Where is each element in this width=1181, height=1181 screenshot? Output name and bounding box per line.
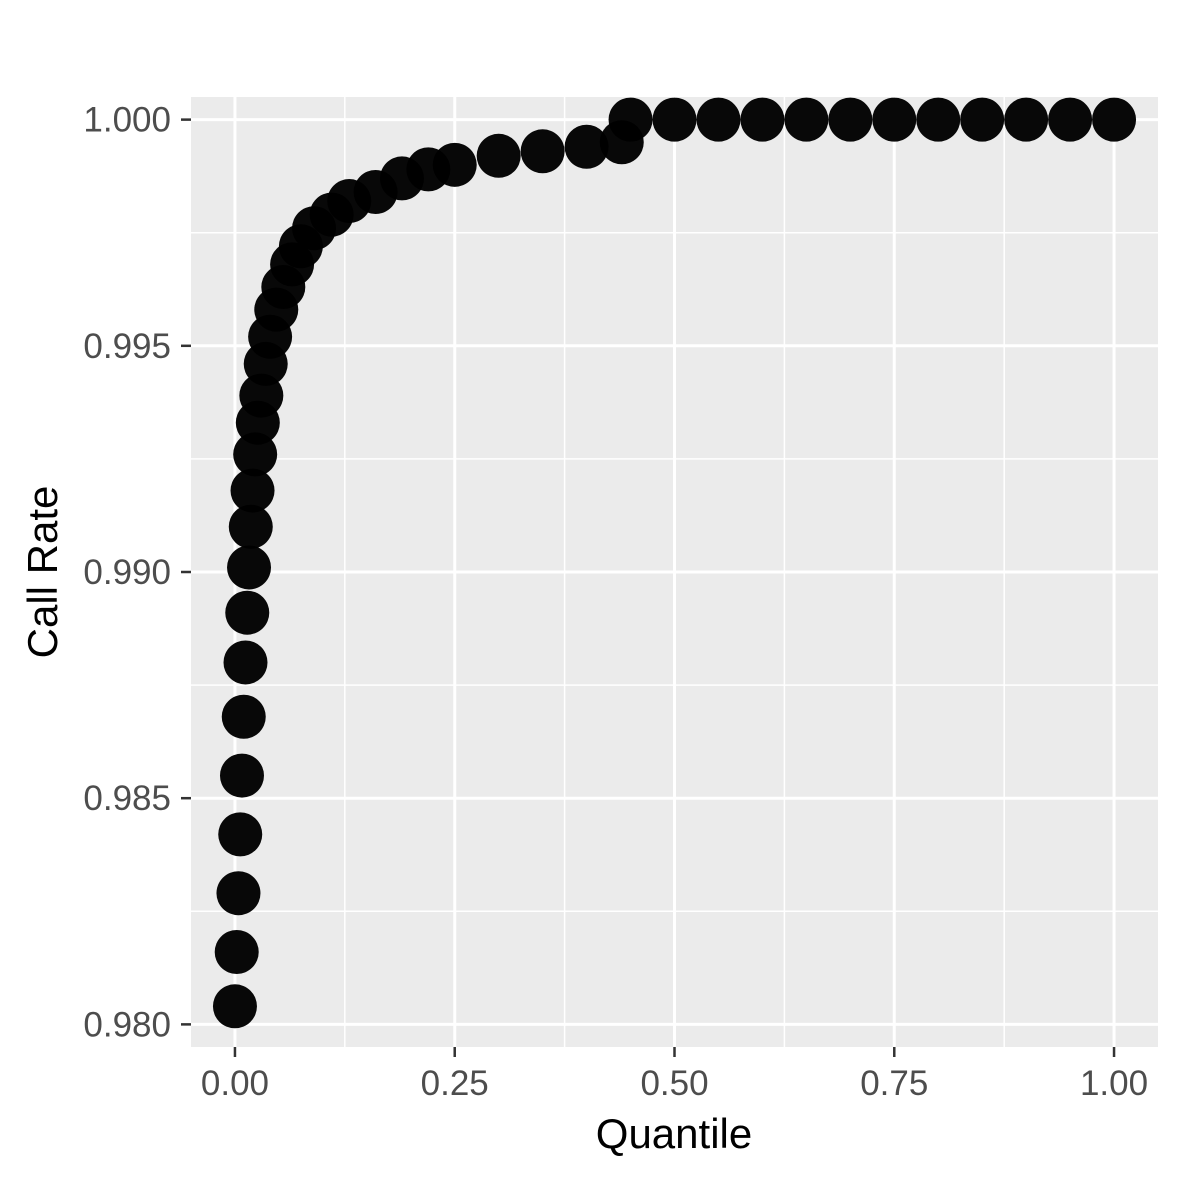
data-point [696,97,741,142]
data-point [1048,97,1093,142]
y-tick-label: 0.980 [83,1005,171,1044]
data-point [227,545,272,590]
data-point [476,133,521,178]
x-tick-label: 0.75 [860,1064,928,1103]
data-point [960,97,1005,142]
data-point [564,124,609,169]
data-point [221,694,266,739]
data-point [233,432,278,477]
y-tick-label: 1.000 [83,101,171,140]
data-point [218,812,263,857]
data-point [1092,97,1137,142]
data-point [872,97,917,142]
y-axis: 0.980 0.985 0.990 0.995 1.000 [83,101,191,1044]
data-point [230,468,275,513]
data-point [1004,97,1049,142]
x-axis: 0.00 0.25 0.50 0.75 1.00 [201,1047,1148,1103]
data-point [225,590,270,635]
x-axis-title: Quantile [596,1110,752,1157]
data-point [652,97,697,142]
data-point [223,640,268,685]
data-point [212,984,257,1029]
data-point [784,97,829,142]
y-tick-label: 0.985 [83,779,171,818]
data-point [916,97,961,142]
x-tick-label: 0.25 [421,1064,489,1103]
data-points [212,97,1137,1029]
y-tick-label: 0.995 [83,327,171,366]
x-tick-label: 0.50 [640,1064,708,1103]
x-tick-label: 1.00 [1080,1064,1148,1103]
x-tick-label: 0.00 [201,1064,269,1103]
data-point [520,129,565,174]
data-point [228,504,273,549]
data-point [216,871,261,916]
y-axis-title: Call Rate [19,486,66,659]
data-point [828,97,873,142]
data-point [214,930,259,974]
data-point [608,97,653,142]
y-tick-label: 0.990 [83,553,171,592]
data-point [432,142,477,187]
data-point [219,753,264,798]
data-point [740,97,785,142]
